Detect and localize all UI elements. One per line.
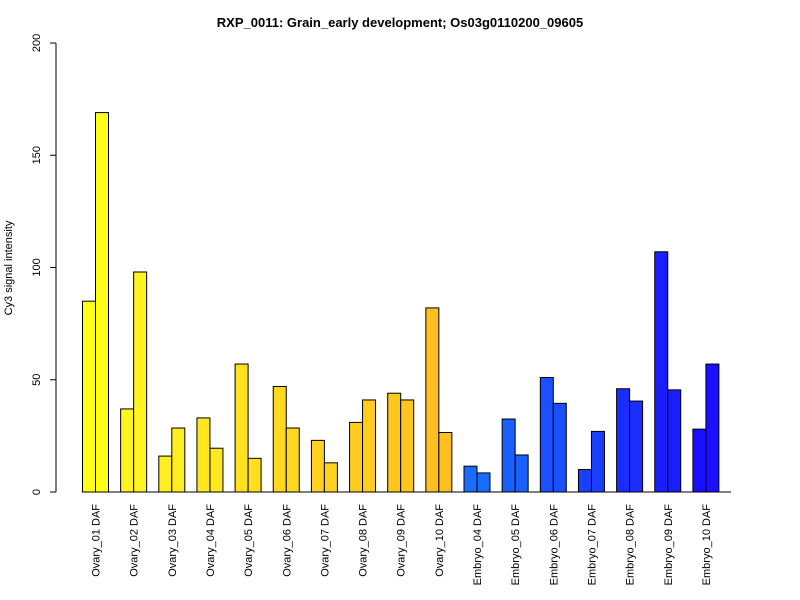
- x-tick-label: Embryo_06 DAF: [548, 504, 560, 586]
- bar: [362, 399, 377, 493]
- bar: [476, 472, 491, 493]
- bar: [539, 377, 554, 493]
- bar: [323, 462, 338, 493]
- bar: [196, 417, 211, 493]
- bar-group: [82, 112, 720, 493]
- bar: [463, 465, 478, 493]
- y-tick-label: 150: [31, 146, 43, 164]
- bar: [590, 430, 605, 493]
- bar: [514, 454, 529, 493]
- bar: [82, 300, 96, 493]
- bar: [501, 418, 516, 493]
- bar: [285, 427, 300, 493]
- y-axis: 0 50 100 150 200: [31, 34, 57, 495]
- y-tick-label: 200: [31, 34, 43, 52]
- x-tick-label: Ovary_05 DAF: [243, 504, 255, 577]
- bar: [133, 271, 148, 493]
- bar: [577, 469, 592, 493]
- y-tick-label: 100: [31, 258, 43, 276]
- x-tick-label: Embryo_08 DAF: [625, 504, 637, 586]
- bar: [667, 389, 682, 493]
- y-axis-label: Cy3 signal intensity: [3, 220, 15, 315]
- bar: [171, 427, 186, 493]
- y-tick-label: 0: [31, 489, 43, 495]
- bar: [400, 399, 415, 493]
- bar: [272, 385, 287, 493]
- chart-title: RXP_0011: Grain_early development; Os03g…: [217, 15, 583, 30]
- x-tick-label: Ovary_10 DAF: [434, 504, 446, 577]
- x-tick-label: Ovary_01 DAF: [91, 504, 103, 577]
- x-tick-label: Embryo_07 DAF: [586, 504, 598, 586]
- x-tick-label: Ovary_06 DAF: [281, 504, 293, 577]
- bar: [349, 421, 364, 493]
- bar: [95, 112, 109, 493]
- bar: [425, 307, 440, 493]
- bar: [705, 363, 720, 493]
- bar: [120, 408, 135, 493]
- bar: [234, 363, 249, 493]
- x-tick-label: Embryo_10 DAF: [701, 504, 713, 586]
- x-tick-label: Ovary_08 DAF: [358, 504, 370, 577]
- x-tick-label: Embryo_04 DAF: [472, 504, 484, 586]
- bar: [438, 432, 453, 493]
- bar: [158, 455, 173, 493]
- bar: [692, 428, 707, 493]
- x-tick-label: Ovary_02 DAF: [129, 504, 141, 577]
- x-tick-label: Embryo_09 DAF: [663, 504, 675, 586]
- x-tick-label: Ovary_07 DAF: [319, 504, 331, 577]
- bar: [247, 457, 262, 493]
- bar: [552, 402, 567, 493]
- x-tick-label: Ovary_09 DAF: [396, 504, 408, 577]
- y-tick-label: 50: [31, 374, 43, 386]
- bar: [310, 439, 325, 493]
- bar: [629, 400, 644, 493]
- x-tick-label: Ovary_03 DAF: [167, 504, 179, 577]
- x-tick-label: Ovary_04 DAF: [205, 504, 217, 577]
- bar: [387, 392, 402, 493]
- category-labels: Ovary_01 DAF Ovary_02 DAF Ovary_03 DAF Ovar…: [91, 504, 713, 586]
- bar: [209, 447, 224, 493]
- bar: [654, 251, 669, 493]
- x-tick-label: Embryo_05 DAF: [510, 504, 522, 586]
- bar: [616, 388, 631, 493]
